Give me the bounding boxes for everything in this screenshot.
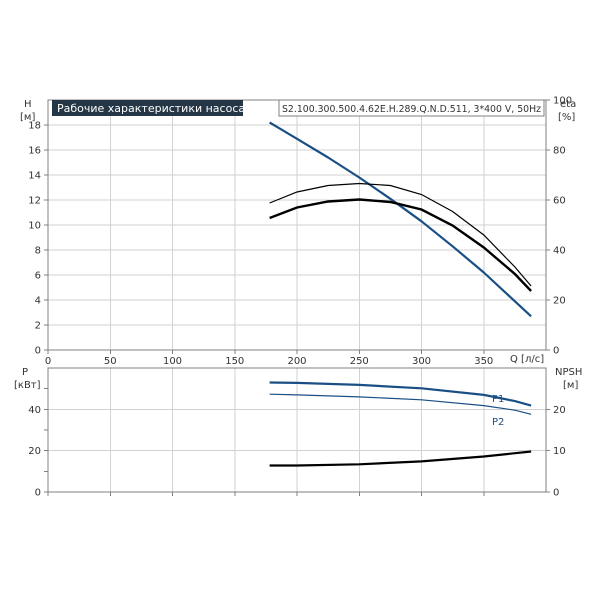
y-left-label-top-line2: [м] [20,112,35,123]
y-left-tick-label: 2 [35,321,41,332]
y-right-tick-label: 0 [553,346,559,357]
y-left-label-bottom-line2: [кВт] [14,380,41,391]
y-right-label-bottom-line2: [м] [563,380,578,391]
top-panel: Рабочие характеристики насоса S2.100.300… [20,96,576,368]
series-p2-line [269,393,532,415]
y-left-tick-label-bottom: 40 [28,405,41,416]
y-right-tick-label-bottom: 0 [553,488,559,499]
x-tick-label: 200 [287,356,306,367]
model-label-box [278,99,545,117]
x-tick-label: 100 [163,356,182,367]
series-eta2-line [269,198,532,292]
y-right-label-bottom-line1: NPSH [555,367,582,378]
series-h-line [269,121,532,318]
y-left-label-top-line1: H [24,99,32,110]
y-right-tick-label: 60 [553,196,566,207]
top-ticks-labels: 0 50 100 150 200 250 300 350 0 2 4 6 8 10 12 14 16 18 0 20 4… [28,96,572,368]
y-right-tick-label: 80 [553,146,566,157]
y-left-tick-label: 8 [35,246,41,257]
y-left-tick-label: 18 [28,121,41,132]
bottom-series [269,381,532,467]
y-left-tick-label-bottom: 0 [35,488,41,499]
model-label: S2.100.300.500.4.62E.H.289.Q.N.D.511, 3*… [282,104,541,115]
series-p1-line [269,381,532,407]
y-left-label-bottom-line1: P [22,367,28,378]
y-right-label-top-line1: eta [560,99,576,110]
y-right-tick-label-bottom: 20 [553,405,566,416]
series-eta1-line [269,182,532,287]
y-right-tick-label: 40 [553,246,566,257]
x-tick-label: 250 [350,356,369,367]
y-left-tick-label: 14 [28,171,41,182]
y-left-tick-label: 12 [28,196,41,207]
y-left-tick-label: 0 [35,346,41,357]
y-left-tick-label: 16 [28,146,41,157]
y-left-tick-label: 6 [35,271,41,282]
x-tick-label: 0 [45,356,51,367]
x-tick-label: 150 [225,356,244,367]
series-label-p2: P2 [492,417,504,428]
series-npsh-line [269,450,532,467]
chart-title-box [52,100,243,116]
bottom-panel: P [кВт] NPSH [м] 0 20 40 0 10 20 P1 P2 [14,367,582,499]
y-right-tick-label-bottom: 10 [553,446,566,457]
y-right-tick-label: 100 [553,96,572,107]
y-right-label-top-line2: [%] [558,112,575,123]
bottom-ticks-labels: 0 20 40 0 10 20 [28,388,566,499]
x-tick-label: 50 [104,356,117,367]
series-label-p1: P1 [492,394,504,405]
y-left-tick-label: 4 [35,296,41,307]
x-tick-label: 300 [412,356,431,367]
y-left-tick-label-bottom: 20 [28,446,41,457]
top-series [269,121,532,318]
chart-title: Рабочие характеристики насоса [57,102,245,115]
y-left-tick-label: 10 [28,221,41,232]
x-axis-label: Q [л/с] [510,354,544,365]
x-tick-label: 350 [474,356,493,367]
bottom-grid [47,368,546,492]
y-right-tick-label: 20 [553,296,566,307]
top-grid [47,100,546,350]
